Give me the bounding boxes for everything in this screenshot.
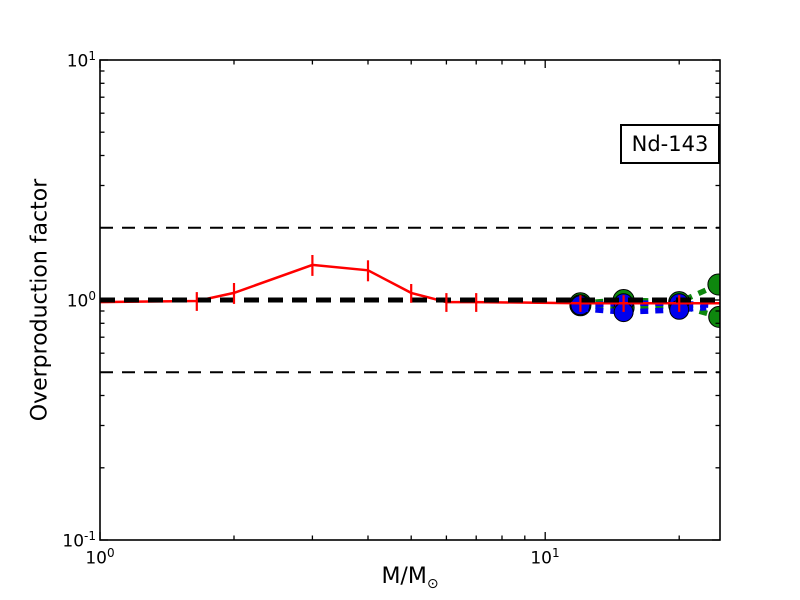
x-axis-label-main: M/M	[381, 564, 427, 589]
data-layer	[100, 226, 720, 374]
x-tick-label: 100	[85, 546, 115, 569]
green-model-upper-marker	[707, 273, 720, 296]
isotope-label-box: Nd-143	[620, 124, 720, 164]
sun-symbol: ⊙	[426, 576, 439, 592]
axes-layer	[99, 59, 721, 541]
x-axis-label: M/M⊙	[381, 564, 438, 592]
y-tick-label: 100	[66, 289, 96, 312]
red-model-errorbar-line	[100, 263, 720, 305]
x-tick-label: 101	[530, 546, 560, 569]
green-model-upper-line	[580, 281, 720, 306]
y-tick-label: 10-1	[62, 529, 96, 552]
y-tick-label: 101	[66, 49, 96, 72]
blue-model-lower-line	[580, 304, 707, 315]
isotope-label: Nd-143	[631, 132, 709, 156]
